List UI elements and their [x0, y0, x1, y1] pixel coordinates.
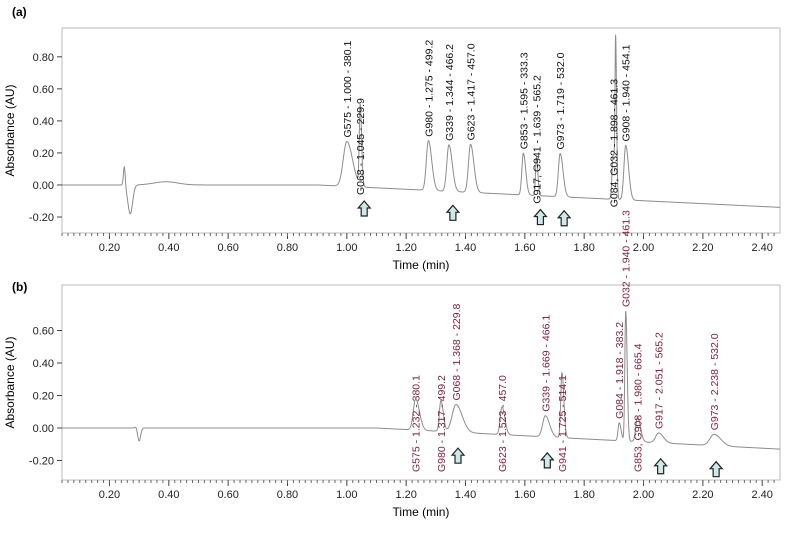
x-axis-label: Time (min) [393, 258, 450, 272]
x-tick-label: 2.00 [633, 242, 654, 254]
panel-b: (b) 0.20 0.40 0.60 0.80 1.00 1.20 1.40 1.60 1.80 2… [3, 210, 781, 519]
panel-a: (a) 0.20 0.40 0.60 0.80 1.00 1.20 1.40 1.60 1.80 2… [3, 5, 781, 272]
arrow-up-icon [533, 208, 548, 226]
peak-label: G973 - 1.719 - 532.0 [555, 52, 567, 149]
y-tick-label: -0.20 [29, 456, 54, 468]
arrow-up-icon [540, 451, 555, 469]
y-tick-label: 0.40 [33, 358, 54, 370]
plot-frame [61, 27, 781, 234]
y-tick-label: 0.40 [33, 116, 54, 128]
panel-label: (b) [12, 280, 27, 294]
y-tick-label: 0.00 [33, 423, 54, 435]
x-tick-label: 1.80 [573, 242, 594, 254]
arrow-up-icon [356, 200, 372, 217]
x-tick-label: 1.60 [514, 242, 535, 254]
peak-label: G853 - 1.595 - 333.3 [518, 52, 530, 149]
x-tick-label: 0.80 [277, 489, 298, 501]
arrow-up-icon [445, 204, 461, 221]
x-tick-label: 1.00 [336, 489, 357, 501]
y-tick-label: 0.60 [33, 84, 54, 96]
peak-label: G032 - 1.940 - 461.3 [621, 210, 633, 307]
y-tick-label: 0.20 [33, 148, 54, 160]
y-tick-label: 0.20 [33, 391, 54, 403]
peak-label: G575 - 1.232 - 380.1 [411, 375, 423, 472]
peak-label: G623 - 1.417 - 457.0 [466, 43, 478, 140]
y-tick-label: -0.20 [29, 212, 54, 224]
arrow-up-icon [653, 457, 668, 475]
panel-label: (a) [12, 5, 27, 19]
x-tick-label: 0.60 [217, 489, 238, 501]
x-tick-label: 1.20 [395, 489, 416, 501]
x-tick-label: 1.80 [573, 489, 594, 501]
x-tick-label: 1.60 [514, 489, 535, 501]
arrow-up-icon [450, 447, 466, 464]
chromatogram-trace [62, 311, 780, 450]
peak-label: G917, G941 - 1.639 - 565.2 [531, 75, 543, 204]
y-axis-label: Absorbance (AU) [3, 336, 17, 428]
chromatogram-trace [62, 34, 780, 215]
x-tick-label: 1.40 [455, 489, 476, 501]
x-tick-label: 0.80 [277, 242, 298, 254]
x-tick-label: 0.20 [99, 489, 120, 501]
peak-label: G941 - 1.725 - 514.1 [557, 375, 569, 472]
x-tick-label: 0.20 [99, 242, 120, 254]
arrow-up-icon [708, 460, 724, 478]
peak-label: G068 - 1.045 - 229.9 [355, 98, 367, 195]
peak-label: G917 - 2.051 - 565.2 [654, 332, 666, 429]
x-tick-label: 2.40 [751, 242, 772, 254]
arrow-up-icon [556, 209, 572, 227]
x-tick-label: 0.40 [158, 489, 179, 501]
peak-label: G908 - 1.940 - 454.1 [621, 44, 633, 141]
x-tick-label: 1.20 [395, 242, 416, 254]
peak-label: G853, G908 - 1.980 - 665.4 [633, 343, 645, 472]
x-axis-label: Time (min) [393, 505, 450, 519]
y-tick-label: 0.60 [33, 326, 54, 338]
y-tick-label: 0.00 [33, 180, 54, 192]
peak-label: G973 - 2.238 - 532.0 [709, 333, 721, 430]
peak-label: G084 - 1.918 - 383.2 [614, 322, 626, 419]
peak-label: G980 - 1.317 - 499.2 [436, 375, 448, 472]
peak-label: G339 - 1.669 - 466.1 [540, 315, 552, 412]
plot-frame [61, 284, 781, 481]
peak-label: G575 - 1.000 - 380.1 [342, 40, 354, 137]
peak-label: G339 - 1.344 - 466.2 [444, 44, 456, 141]
x-tick-label: 2.40 [751, 489, 772, 501]
x-tick-label: 1.00 [336, 242, 357, 254]
peak-label: G084, G032 - 1.898 - 461.3 [608, 79, 620, 208]
x-tick-label: 0.60 [217, 242, 238, 254]
peak-label: G068 - 1.368 - 229.8 [451, 303, 463, 400]
peak-label: G623 - 1.523 - 457.0 [497, 375, 509, 472]
x-tick-label: 2.20 [692, 489, 713, 501]
peak-label: G980 - 1.275 - 499.2 [423, 40, 435, 137]
y-axis-label: Absorbance (AU) [3, 84, 17, 176]
x-tick-label: 0.40 [158, 242, 179, 254]
y-tick-label: 0.80 [33, 52, 54, 64]
x-tick-label: 1.40 [455, 242, 476, 254]
x-tick-label: 2.00 [633, 489, 654, 501]
x-tick-label: 2.20 [692, 242, 713, 254]
